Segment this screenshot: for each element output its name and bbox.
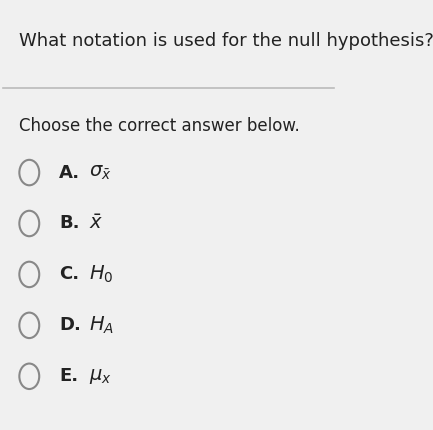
Text: $H_A$: $H_A$	[89, 315, 114, 336]
Text: $H_0$: $H_0$	[89, 264, 113, 285]
Text: B.: B.	[59, 215, 80, 233]
Text: What notation is used for the null hypothesis?: What notation is used for the null hypot…	[19, 33, 433, 50]
Text: $\sigma_\bar{x}$: $\sigma_\bar{x}$	[89, 163, 111, 182]
Text: Choose the correct answer below.: Choose the correct answer below.	[19, 117, 300, 135]
Text: D.: D.	[59, 316, 81, 335]
Text: C.: C.	[59, 265, 79, 283]
Text: A.: A.	[59, 163, 80, 181]
Text: E.: E.	[59, 367, 78, 385]
Text: $\mu_x$: $\mu_x$	[89, 367, 112, 386]
Text: $\bar{x}$: $\bar{x}$	[89, 214, 103, 233]
